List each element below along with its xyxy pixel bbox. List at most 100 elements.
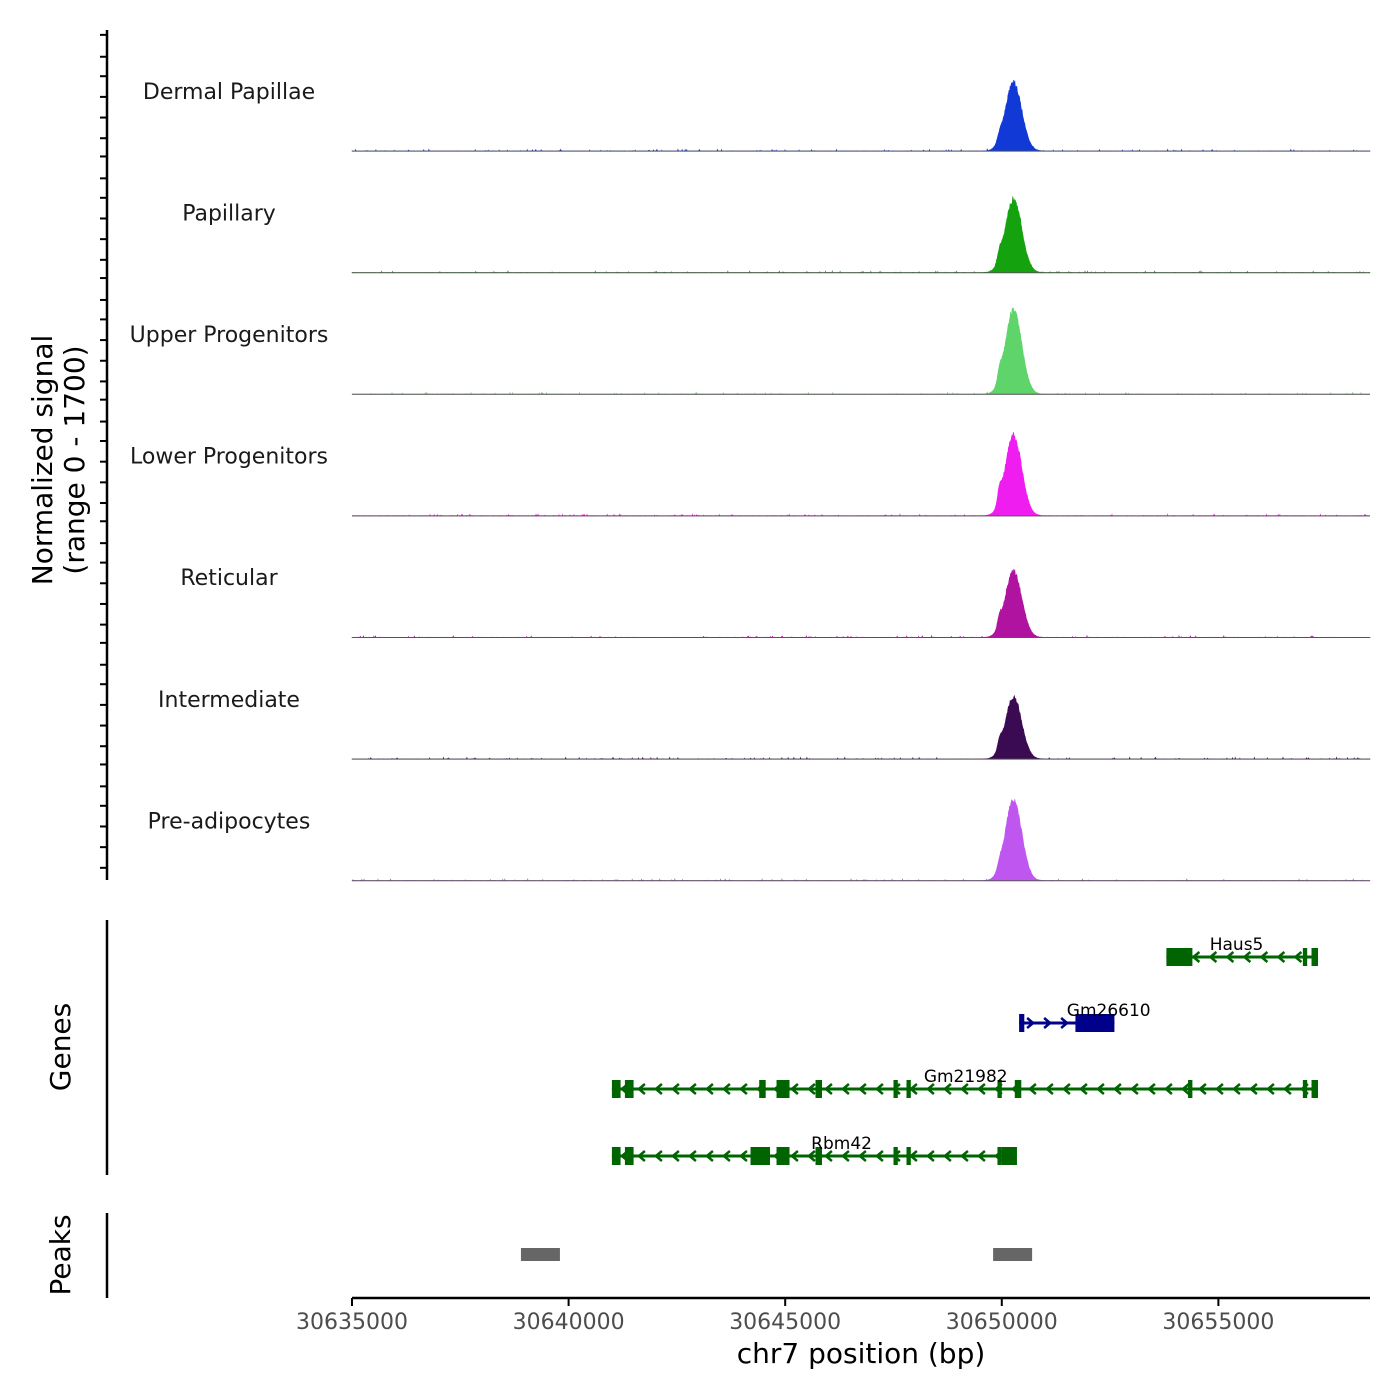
strand-arrow bbox=[1242, 951, 1252, 963]
coverage-track: Intermediate bbox=[158, 688, 1371, 760]
strand-arrow bbox=[1060, 1017, 1070, 1029]
strand-arrow bbox=[1231, 1083, 1241, 1095]
strand-arrow bbox=[925, 1083, 935, 1095]
strand-arrow bbox=[687, 1083, 697, 1095]
x-axis-title: chr7 position (bp) bbox=[737, 1337, 986, 1370]
strand-arrow bbox=[721, 1150, 731, 1162]
coverage-track: Pre-adipocytes bbox=[148, 799, 1371, 882]
gene-exon bbox=[750, 1147, 771, 1165]
strand-arrow bbox=[1044, 1083, 1054, 1095]
strand-arrow bbox=[857, 1150, 867, 1162]
gene-exon bbox=[624, 1147, 634, 1165]
strand-arrow bbox=[738, 1150, 748, 1162]
strand-arrow bbox=[789, 1083, 799, 1095]
gene-exon bbox=[759, 1080, 766, 1098]
x-tick-label: 30640000 bbox=[513, 1310, 625, 1335]
gene-model: Rbm42 bbox=[611, 1134, 1017, 1165]
strand-arrow bbox=[1208, 951, 1218, 963]
strand-arrow bbox=[704, 1150, 714, 1162]
gene-exon bbox=[1001, 1147, 1017, 1165]
strand-arrow bbox=[636, 1150, 646, 1162]
track-label: Lower Progenitors bbox=[130, 445, 328, 470]
coverage-tracks: Dermal Papillae Papillary Upper Progenitor… bbox=[130, 80, 1371, 882]
strand-arrow bbox=[1180, 1083, 1190, 1095]
strand-arrow bbox=[670, 1083, 680, 1095]
strand-arrow bbox=[636, 1083, 646, 1095]
gene-exon bbox=[997, 1147, 1002, 1165]
gene-exon bbox=[906, 1147, 911, 1165]
strand-arrow bbox=[1248, 1083, 1258, 1095]
gene-exon bbox=[624, 1080, 634, 1098]
strand-arrow bbox=[942, 1150, 952, 1162]
coverage-track: Lower Progenitors bbox=[130, 431, 1371, 517]
gene-exon bbox=[1302, 1080, 1308, 1098]
signal-area bbox=[351, 799, 1371, 882]
x-axis-ticks: 30635000 30640000 30645000 30650000 30655000 bbox=[296, 1298, 1274, 1335]
gene-exon bbox=[1311, 948, 1319, 966]
gene-label: Haus5 bbox=[1210, 935, 1264, 955]
gene-exon bbox=[611, 1147, 621, 1165]
peaks-panel-title: Peaks bbox=[44, 1214, 77, 1295]
strand-arrow bbox=[1112, 1083, 1122, 1095]
strand-arrow bbox=[806, 1083, 816, 1095]
x-tick-label: 30645000 bbox=[729, 1310, 841, 1335]
gene-exon bbox=[611, 1080, 621, 1098]
strand-arrow bbox=[653, 1083, 663, 1095]
strand-arrow bbox=[823, 1150, 833, 1162]
gene-model: Gm26610 bbox=[1019, 1001, 1151, 1032]
strand-arrow bbox=[1163, 1083, 1173, 1095]
strand-arrow bbox=[1078, 1083, 1088, 1095]
strand-arrow bbox=[1197, 1083, 1207, 1095]
signal-area bbox=[351, 569, 1371, 639]
genes-layer: Haus5 Gm26610 Gm21982 Rbm42 bbox=[611, 935, 1319, 1165]
coverage-track: Papillary bbox=[182, 195, 1371, 274]
gene-exon bbox=[1075, 1014, 1115, 1032]
strand-arrow bbox=[1129, 1083, 1139, 1095]
gene-exon bbox=[893, 1080, 898, 1098]
strand-arrow bbox=[1191, 951, 1201, 963]
y-axis-title: Normalized signal (range 0 - 1700) bbox=[26, 335, 91, 586]
strand-arrow bbox=[1282, 1083, 1292, 1095]
coverage-track: Upper Progenitors bbox=[130, 307, 1370, 396]
gene-exon bbox=[1302, 948, 1308, 966]
strand-arrow bbox=[1027, 1083, 1037, 1095]
gene-exon bbox=[776, 1147, 790, 1165]
gene-exon bbox=[776, 1080, 790, 1098]
x-tick-label: 30650000 bbox=[946, 1310, 1058, 1335]
strand-arrow bbox=[1026, 1017, 1036, 1029]
strand-arrow bbox=[687, 1150, 697, 1162]
strand-arrow bbox=[806, 1150, 816, 1162]
gene-model: Haus5 bbox=[1166, 935, 1319, 966]
strand-arrow bbox=[840, 1150, 850, 1162]
signal-area bbox=[351, 195, 1371, 274]
track-label: Papillary bbox=[182, 201, 276, 226]
strand-arrow bbox=[908, 1083, 918, 1095]
gene-exon bbox=[893, 1147, 898, 1165]
strand-arrow bbox=[789, 1150, 799, 1162]
coverage-y-ticks bbox=[100, 33, 107, 869]
strand-arrow bbox=[653, 1150, 663, 1162]
gene-exon bbox=[1188, 1080, 1193, 1098]
y-axis-title-line1: Normalized signal bbox=[26, 335, 59, 586]
peak-region bbox=[993, 1248, 1033, 1261]
gene-exon bbox=[1014, 1080, 1022, 1098]
strand-arrow bbox=[1259, 951, 1269, 963]
strand-arrow bbox=[874, 1150, 884, 1162]
gene-model: Gm21982 bbox=[611, 1067, 1319, 1098]
track-label: Intermediate bbox=[158, 688, 300, 713]
gene-exon bbox=[906, 1080, 911, 1098]
strand-arrow bbox=[1293, 951, 1303, 963]
strand-arrow bbox=[908, 1150, 918, 1162]
strand-arrow bbox=[976, 1150, 986, 1162]
strand-arrow bbox=[670, 1150, 680, 1162]
track-label: Reticular bbox=[180, 566, 278, 591]
strand-arrow bbox=[959, 1083, 969, 1095]
gene-label: Rbm42 bbox=[811, 1134, 872, 1154]
strand-arrow bbox=[1214, 1083, 1224, 1095]
gene-exon bbox=[815, 1080, 823, 1098]
strand-arrow bbox=[721, 1083, 731, 1095]
peak-region bbox=[520, 1248, 560, 1261]
genes-panel-title: Genes bbox=[44, 1003, 77, 1091]
track-label: Dermal Papillae bbox=[143, 80, 315, 105]
